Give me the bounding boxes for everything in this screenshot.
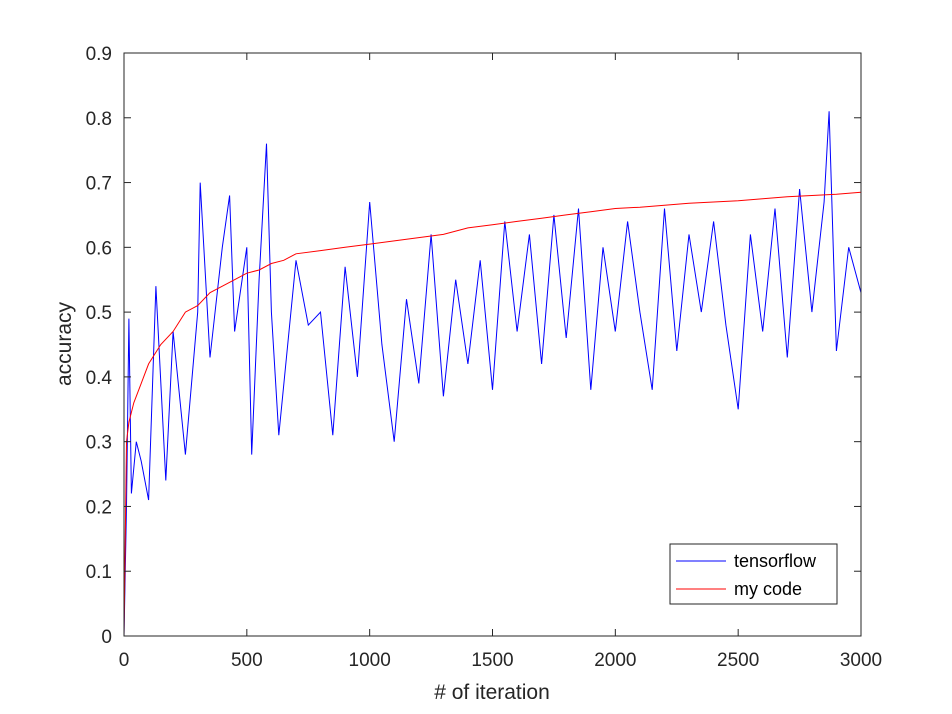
x-tick-label: 0 — [119, 650, 130, 671]
y-axis-label: accuracy — [53, 301, 76, 386]
y-tick-label: 0.4 — [86, 368, 113, 389]
y-tick-label: 0.8 — [86, 109, 112, 130]
x-tick-label: 2500 — [717, 650, 759, 671]
y-ticks: 0 0.1 0.2 0.3 0.4 0.5 0.6 0.7 0.8 0.9 — [86, 44, 861, 648]
x-tick-label: 2000 — [594, 650, 636, 671]
x-tick-label: 500 — [231, 650, 263, 671]
x-tick-label: 1000 — [349, 650, 391, 671]
y-tick-label: 0.6 — [86, 238, 112, 259]
y-tick-label: 0.9 — [86, 44, 112, 65]
series-line-tensorflow — [123, 111, 862, 637]
legend-label-tensorflow: tensorflow — [734, 551, 817, 571]
y-tick-label: 0 — [101, 627, 112, 648]
x-axis-label: # of iteration — [434, 681, 550, 704]
legend-box — [669, 543, 838, 605]
y-tick-label: 0.7 — [86, 174, 112, 195]
x-tick-label: 1500 — [471, 650, 513, 671]
y-tick-label: 0.3 — [86, 433, 112, 454]
x-tick-label: 3000 — [840, 650, 882, 671]
plot-area — [124, 53, 861, 636]
series-line-my-code — [123, 191, 862, 637]
y-tick-label: 0.1 — [86, 562, 112, 583]
y-tick-label: 0.5 — [86, 303, 112, 324]
legend: tensorflow my code — [669, 543, 838, 605]
series-layer — [123, 111, 862, 637]
legend-label-my-code: my code — [734, 579, 802, 599]
x-ticks: 0 500 1000 1500 2000 2500 3000 — [119, 53, 882, 671]
y-tick-label: 0.2 — [86, 497, 112, 518]
